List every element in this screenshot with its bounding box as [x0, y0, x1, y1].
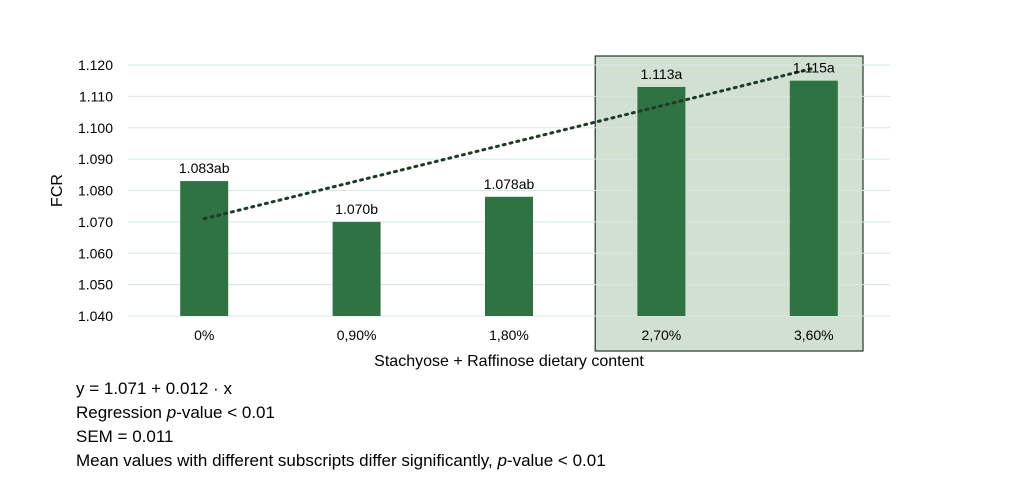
- regression-p-value: Regression p-value < 0.01: [76, 403, 275, 422]
- y-tick-label: 1.100: [78, 120, 113, 136]
- trendline: [202, 66, 816, 221]
- y-tick-label: 1.060: [78, 245, 113, 261]
- y-tick-label: 1.050: [78, 277, 113, 293]
- regression-equation: y = 1.071 + 0.012 · x: [76, 379, 232, 398]
- y-tick-label: 1.120: [78, 57, 113, 73]
- data-label: 1.078ab: [484, 176, 535, 192]
- bar: [180, 181, 229, 316]
- y-tick-label: 1.080: [78, 183, 113, 199]
- bar: [637, 86, 686, 317]
- data-label: 1.070b: [335, 201, 378, 217]
- bar: [485, 196, 533, 316]
- data-label: 1.115a: [793, 60, 835, 76]
- y-tick-label: 1.090: [78, 151, 113, 167]
- chart-notes: y = 1.071 + 0.012 · x Regression p-value…: [76, 377, 606, 473]
- bar: [332, 221, 381, 316]
- means-note: Mean values with different subscripts di…: [76, 451, 606, 470]
- y-tick-label: 1.070: [78, 214, 113, 230]
- y-tick-label: 1.040: [78, 308, 113, 324]
- y-tick-label: 1.110: [79, 88, 113, 104]
- bar: [789, 80, 838, 316]
- sem-note: SEM = 0.011: [76, 427, 174, 446]
- x-tick-label: 1,80%: [489, 327, 529, 343]
- x-tick-label: 0,90%: [337, 327, 377, 343]
- y-axis-title: FCR: [49, 174, 66, 207]
- x-tick-label: 2,70%: [642, 327, 682, 343]
- data-label: 1.083ab: [179, 160, 230, 176]
- x-axis-title: Stachyose + Raffinose dietary content: [374, 353, 644, 370]
- x-tick-label: 0%: [194, 327, 214, 343]
- data-label: 1.113a: [641, 66, 683, 82]
- x-tick-label: 3,60%: [794, 327, 834, 343]
